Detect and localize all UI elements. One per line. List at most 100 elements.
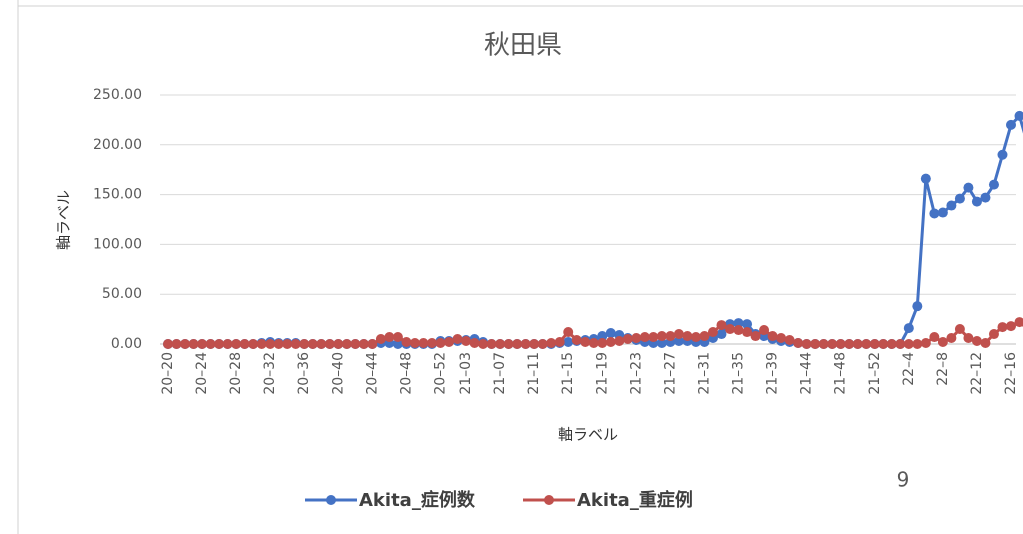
point [290, 339, 301, 349]
point [673, 336, 684, 347]
point [997, 322, 1008, 333]
point [273, 339, 284, 349]
point [665, 331, 676, 342]
legend-label: Akita_症例数 [359, 489, 476, 511]
y-tick-label: 150.00 [93, 187, 142, 203]
point [426, 338, 437, 349]
point [265, 339, 276, 349]
chart-title: 秋田県 [484, 31, 562, 61]
x-tick-label: 21–35 [731, 352, 747, 395]
x-tick-label: 21–23 [628, 352, 644, 395]
point [418, 338, 429, 349]
point [324, 339, 335, 349]
point [444, 337, 454, 348]
point [367, 339, 378, 349]
page-number: 9 [897, 468, 910, 492]
point [937, 337, 948, 348]
point [486, 339, 497, 349]
point [248, 339, 259, 349]
point [631, 333, 642, 344]
point [256, 339, 267, 349]
point [512, 339, 523, 349]
point [759, 325, 770, 336]
point [810, 339, 821, 349]
point [673, 329, 684, 340]
x-tick-label: 21–19 [594, 352, 610, 395]
x-tick-label: 20–32 [262, 352, 278, 395]
y-tick-label: 0.00 [111, 336, 142, 352]
point [716, 320, 727, 331]
point [554, 337, 565, 348]
point [605, 328, 616, 339]
point [980, 192, 991, 203]
point [776, 333, 787, 344]
point [827, 339, 838, 349]
x-tick-label: 21–39 [765, 352, 781, 395]
x-tick-label: 22–16 [1003, 352, 1019, 395]
legend-marker [326, 495, 336, 505]
point [375, 334, 386, 345]
point [197, 339, 208, 349]
point [767, 331, 778, 342]
x-tick-label: 21–15 [560, 352, 576, 395]
point [639, 332, 650, 343]
point [656, 338, 667, 349]
point [401, 337, 412, 348]
point [954, 193, 965, 204]
point [852, 339, 863, 349]
point [282, 339, 293, 349]
point [503, 339, 514, 349]
point [461, 336, 472, 347]
point [784, 335, 795, 346]
point [733, 318, 744, 329]
point [844, 339, 855, 349]
point [971, 336, 982, 347]
point [818, 339, 829, 349]
point [912, 339, 923, 349]
point [597, 331, 608, 342]
x-tick-label: 21–44 [799, 352, 815, 395]
series-line [168, 112, 1023, 346]
point [971, 196, 982, 207]
x-tick-label: 21–27 [662, 352, 678, 395]
point [1014, 110, 1023, 121]
point [1014, 317, 1023, 328]
x-tick-label: 21–52 [867, 352, 883, 395]
point [495, 339, 506, 349]
legend-marker [544, 495, 554, 505]
point [690, 332, 701, 343]
point [946, 333, 957, 344]
point [180, 339, 191, 349]
point [392, 339, 403, 349]
point [299, 339, 310, 349]
point [997, 149, 1008, 160]
point [1006, 119, 1016, 130]
x-tick-label: 21–48 [833, 352, 849, 395]
point [980, 338, 991, 349]
point [205, 339, 216, 349]
point [537, 339, 548, 349]
point [869, 339, 880, 349]
point [699, 331, 710, 342]
x-tick-label: 21–31 [696, 352, 712, 395]
point [648, 332, 659, 343]
point [222, 339, 233, 349]
x-tick-label: 22–8 [935, 352, 951, 386]
point [469, 338, 480, 349]
point [563, 327, 574, 338]
point [963, 333, 974, 344]
y-tick-label: 250.00 [93, 87, 142, 103]
legend-label: Akita_重症例 [577, 489, 693, 511]
point [750, 331, 761, 342]
x-tick-label: 21–11 [526, 352, 542, 395]
y-tick-label: 100.00 [93, 236, 142, 252]
x-tick-label: 22–4 [901, 352, 917, 386]
point [725, 324, 735, 335]
point [409, 338, 420, 349]
point [605, 337, 616, 348]
point [988, 329, 999, 340]
point [384, 332, 395, 343]
point [742, 327, 753, 338]
point [793, 338, 804, 349]
point [742, 319, 753, 330]
